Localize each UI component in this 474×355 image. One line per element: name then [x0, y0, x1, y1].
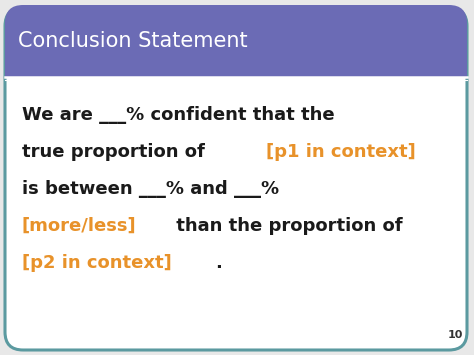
Text: We are ___% confident that the: We are ___% confident that the [22, 106, 335, 124]
Text: Conclusion Statement: Conclusion Statement [18, 31, 247, 51]
Text: than the proportion of: than the proportion of [170, 217, 402, 235]
Text: [p2 in context]: [p2 in context] [22, 254, 172, 272]
FancyBboxPatch shape [5, 8, 467, 350]
FancyBboxPatch shape [5, 5, 467, 77]
Bar [5, 59, 467, 77]
Text: .: . [215, 254, 222, 272]
Text: 10: 10 [447, 330, 463, 340]
Text: [more/less]: [more/less] [22, 217, 137, 235]
Text: [p1 in context]: [p1 in context] [266, 143, 416, 161]
Text: is between ___% and ___%: is between ___% and ___% [22, 180, 279, 198]
Text: true proportion of: true proportion of [22, 143, 211, 161]
